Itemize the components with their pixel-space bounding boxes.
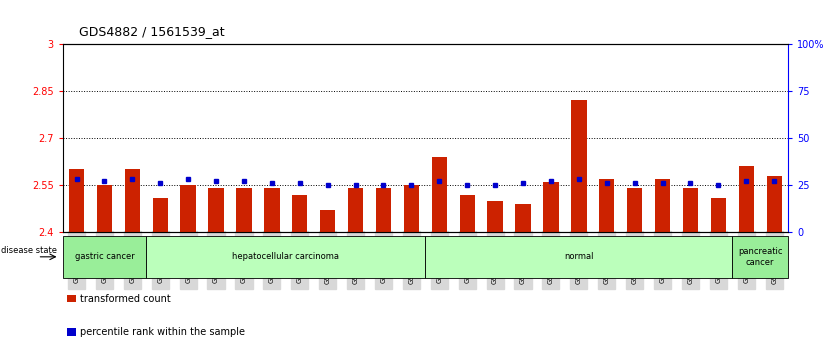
- Bar: [460, 195, 475, 232]
- Text: GDS4882 / 1561539_at: GDS4882 / 1561539_at: [79, 25, 225, 38]
- Bar: [264, 188, 279, 232]
- Bar: [67, 328, 76, 336]
- Text: percentile rank within the sample: percentile rank within the sample: [80, 327, 245, 337]
- Bar: [599, 179, 615, 232]
- Bar: [180, 185, 196, 232]
- Text: hepatocellular carcinoma: hepatocellular carcinoma: [233, 252, 339, 261]
- Text: pancreatic
cancer: pancreatic cancer: [738, 247, 782, 266]
- Bar: [732, 236, 788, 278]
- Bar: [97, 185, 112, 232]
- Bar: [153, 198, 168, 232]
- Text: gastric cancer: gastric cancer: [74, 252, 134, 261]
- Bar: [348, 188, 364, 232]
- Bar: [320, 210, 335, 232]
- Bar: [208, 188, 224, 232]
- Bar: [543, 182, 559, 232]
- Bar: [63, 236, 146, 278]
- Text: disease state: disease state: [1, 246, 58, 255]
- Bar: [571, 100, 586, 232]
- Bar: [766, 176, 781, 232]
- Bar: [67, 295, 76, 302]
- Bar: [711, 198, 726, 232]
- Bar: [292, 195, 308, 232]
- Bar: [236, 188, 252, 232]
- Bar: [425, 236, 732, 278]
- Bar: [69, 170, 84, 232]
- Bar: [515, 204, 530, 232]
- Bar: [432, 157, 447, 232]
- Bar: [739, 166, 754, 232]
- Bar: [683, 188, 698, 232]
- Text: normal: normal: [564, 252, 594, 261]
- Bar: [124, 170, 140, 232]
- Bar: [404, 185, 419, 232]
- Bar: [487, 201, 503, 232]
- Bar: [627, 188, 642, 232]
- Bar: [376, 188, 391, 232]
- Bar: [146, 236, 425, 278]
- Text: transformed count: transformed count: [80, 294, 171, 303]
- Bar: [655, 179, 671, 232]
